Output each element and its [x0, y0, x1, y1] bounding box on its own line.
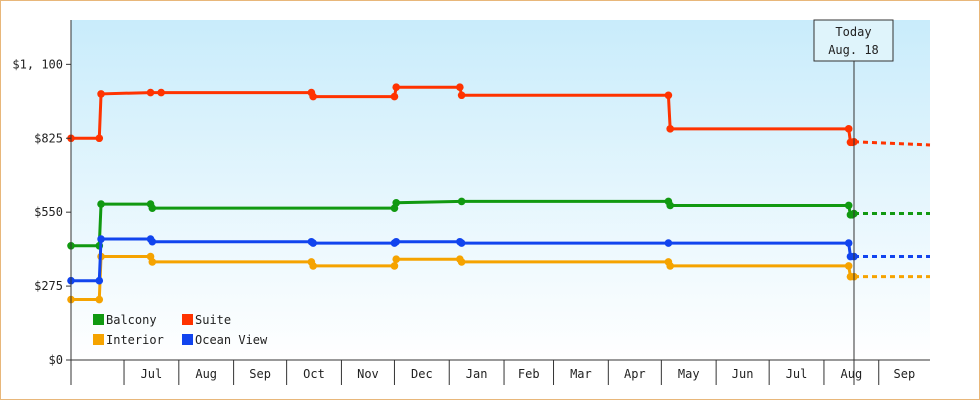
legend-swatch — [93, 334, 104, 345]
x-tick-label: Sep — [894, 367, 916, 381]
legend-swatch — [182, 334, 193, 345]
y-tick-label: $0 — [49, 353, 63, 367]
data-point[interactable] — [666, 125, 674, 133]
y-tick-label: $550 — [34, 205, 63, 219]
x-tick-label: Jul — [786, 367, 808, 381]
data-point[interactable] — [157, 88, 165, 97]
x-tick-label: Jan — [466, 367, 488, 381]
data-point[interactable] — [844, 239, 853, 247]
legend: Balcony Suite Interior Ocean View — [93, 313, 268, 347]
x-tick-label: Feb — [518, 367, 540, 381]
legend-label: Balcony — [106, 313, 157, 327]
x-tick-label: Aug — [841, 367, 863, 381]
data-point[interactable] — [666, 262, 674, 270]
data-point[interactable] — [457, 239, 466, 247]
legend-label: Interior — [106, 333, 164, 347]
series-layer — [67, 83, 931, 304]
data-point[interactable] — [844, 201, 853, 210]
today-label: Today — [835, 25, 871, 39]
data-point[interactable] — [457, 258, 466, 266]
axes-layer: $0 $275 $550 $825 $1, 100 Jul Aug Sep Oct Nov Dec J… — [12, 20, 930, 385]
x-tick-label: Jul — [141, 367, 163, 381]
x-tick-label: Dec — [411, 367, 433, 381]
x-tick-label: Mar — [570, 367, 592, 381]
x-tick-label: Apr — [624, 367, 646, 381]
series-suite — [67, 83, 931, 147]
today-label-box — [813, 19, 894, 62]
data-point[interactable] — [390, 92, 399, 101]
x-tick-label: Nov — [357, 367, 379, 381]
data-point[interactable] — [97, 235, 105, 243]
data-point[interactable] — [146, 88, 155, 97]
y-tick-label: $825 — [34, 131, 63, 145]
data-point[interactable] — [95, 134, 104, 143]
data-point[interactable] — [457, 197, 466, 206]
data-point[interactable] — [148, 204, 157, 212]
x-tick-label: Aug — [195, 367, 217, 381]
data-point[interactable] — [664, 239, 673, 247]
data-point[interactable] — [392, 83, 401, 91]
today-marker: Today Aug. 18 — [813, 19, 894, 385]
data-point[interactable] — [148, 258, 157, 266]
data-point[interactable] — [392, 255, 401, 264]
x-tick-label: Sep — [249, 367, 271, 381]
data-point[interactable] — [97, 200, 105, 208]
data-point[interactable] — [97, 90, 105, 98]
series-balcony — [67, 197, 930, 250]
data-point[interactable] — [95, 295, 104, 304]
x-tick-label: Oct — [303, 367, 325, 381]
legend-label: Ocean View — [195, 333, 268, 347]
data-point[interactable] — [390, 262, 399, 270]
x-tick-label: Jun — [732, 367, 754, 381]
legend-item-balcony[interactable]: Balcony — [93, 313, 157, 327]
data-point[interactable] — [309, 262, 317, 270]
data-point[interactable] — [148, 237, 157, 246]
data-point[interactable] — [392, 237, 401, 246]
legend-label: Suite — [195, 313, 231, 327]
data-point[interactable] — [456, 83, 464, 91]
data-point[interactable] — [95, 276, 104, 285]
legend-item-interior[interactable]: Interior — [93, 333, 164, 347]
data-point[interactable] — [309, 239, 317, 247]
plot-background — [71, 20, 930, 360]
today-date: Aug. 18 — [828, 43, 879, 57]
data-point[interactable] — [457, 91, 466, 100]
data-point[interactable] — [844, 262, 853, 270]
y-tick-label: $275 — [34, 279, 63, 293]
x-tick-label: May — [678, 367, 700, 381]
data-point[interactable] — [664, 91, 673, 100]
series-projection — [853, 140, 931, 147]
legend-swatch — [93, 314, 104, 325]
data-point[interactable] — [844, 125, 853, 133]
legend-item-ocean-view[interactable]: Ocean View — [182, 333, 268, 347]
legend-item-suite[interactable]: Suite — [182, 313, 231, 327]
legend-swatch — [182, 314, 193, 325]
data-point[interactable] — [666, 201, 674, 210]
data-point[interactable] — [309, 92, 317, 101]
data-point[interactable] — [392, 198, 401, 207]
y-tick-label: $1, 100 — [12, 57, 63, 71]
